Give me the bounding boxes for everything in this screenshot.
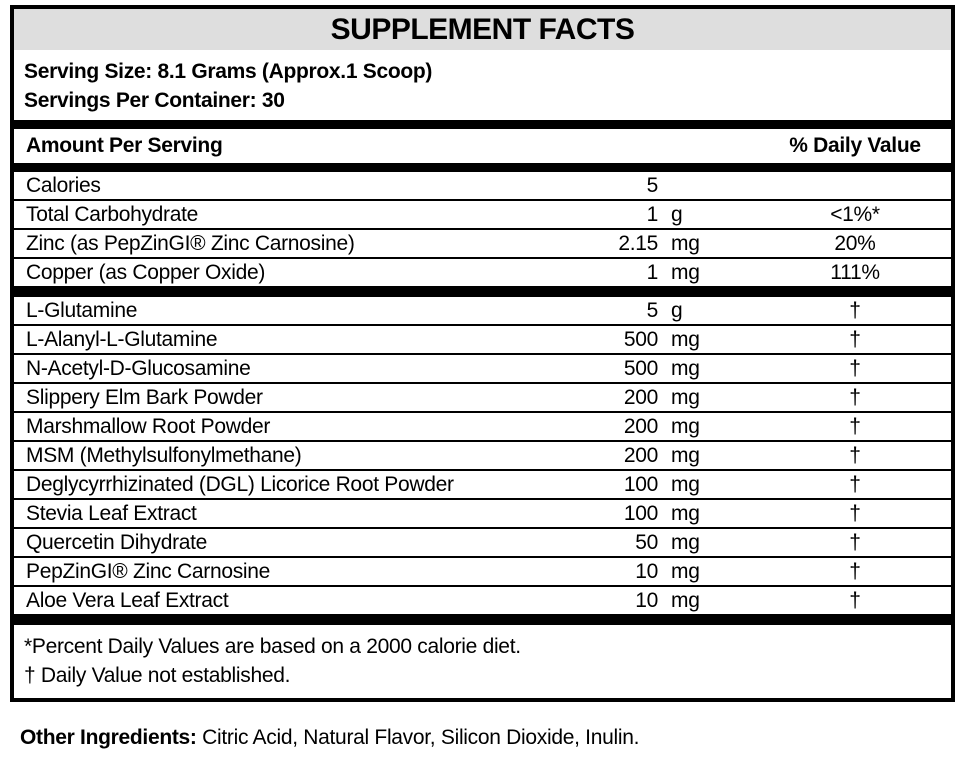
ingredient-amount: 5 [646,173,659,197]
table-row: Aloe Vera Leaf Extract 10 mg † [14,587,951,616]
table-row: Stevia Leaf Extract 100 mg † [14,500,951,529]
daily-value-not-established-footnote: † Daily Value not established. [24,664,291,687]
ingredient-daily-value: † [849,559,861,583]
ingredient-name: L-Glutamine [26,298,138,322]
ingredient-daily-value: † [849,530,861,554]
table-header-row: Amount Per Serving % Daily Value [14,129,951,163]
ingredient-daily-value: † [849,501,861,525]
ingredient-unit: mg [671,443,700,467]
table-row: MSM (Methylsulfonylmethane) 200 mg † [14,442,951,471]
section-divider-bar [14,120,951,129]
ingredient-unit: mg [671,559,700,583]
section-divider-bar [14,288,951,297]
ingredient-amount: 10 [635,588,658,612]
ingredient-unit: mg [671,414,700,438]
ingredient-name: Deglycyrrhizinated (DGL) Licorice Root P… [26,472,454,496]
ingredient-unit: g [671,298,683,322]
ingredient-name: PepZinGI® Zinc Carnosine [26,559,271,583]
ingredient-amount: 100 [623,501,658,525]
ingredient-amount: 500 [623,356,658,380]
ingredient-name: Calories [26,173,101,197]
table-row: PepZinGI® Zinc Carnosine 10 mg † [14,558,951,587]
table-row: Copper (as Copper Oxide) 1 mg 111% [14,259,951,288]
ingredient-unit: g [671,202,683,226]
ingredient-amount: 200 [623,443,658,467]
ingredient-name: N-Acetyl-D-Glucosamine [26,356,251,380]
ingredient-name: Total Carbohydrate [26,202,199,226]
ingredient-unit: mg [671,588,700,612]
serving-info-section: Serving Size: 8.1 Grams (Approx.1 Scoop)… [14,50,951,120]
ingredient-unit: mg [671,260,700,284]
ingredient-name: L-Alanyl-L-Glutamine [26,327,218,351]
daily-value-header: % Daily Value [789,134,921,157]
botanicals-group: L-Glutamine 5 g † L-Alanyl-L-Glutamine 5… [14,297,951,616]
ingredient-name: Copper (as Copper Oxide) [26,260,266,284]
table-row: Total Carbohydrate 1 g <1%* [14,201,951,230]
ingredient-unit: mg [671,327,700,351]
table-row: N-Acetyl-D-Glucosamine 500 mg † [14,355,951,384]
section-divider-bar [14,163,951,172]
table-row: Calories 5 [14,172,951,201]
ingredient-daily-value: † [849,356,861,380]
ingredient-daily-value: † [849,472,861,496]
ingredient-amount: 200 [623,414,658,438]
ingredient-name: Marshmallow Root Powder [26,414,271,438]
other-ingredients-line: Other Ingredients: Citric Acid, Natural … [20,726,639,750]
title-bar: SUPPLEMENT FACTS [14,9,951,50]
ingredient-amount: 1 [646,202,659,226]
ingredient-daily-value: † [849,588,861,612]
ingredient-daily-value: † [849,298,861,322]
ingredient-name: Slippery Elm Bark Powder [26,385,263,409]
ingredient-daily-value: † [849,327,861,351]
ingredient-amount: 50 [635,530,658,554]
ingredient-amount: 200 [623,385,658,409]
ingredient-amount: 100 [623,472,658,496]
ingredient-name: MSM (Methylsulfonylmethane) [26,443,302,467]
percent-daily-value-footnote: *Percent Daily Values are based on a 200… [24,635,521,658]
ingredient-daily-value: † [849,385,861,409]
other-ingredients-label: Other Ingredients: [20,726,197,749]
ingredient-amount: 2.15 [618,231,658,255]
servings-per-container-text: Servings Per Container: 30 [24,89,285,112]
ingredient-daily-value: † [849,443,861,467]
table-row: L-Alanyl-L-Glutamine 500 mg † [14,326,951,355]
table-row: L-Glutamine 5 g † [14,297,951,326]
ingredient-amount: 1 [646,260,659,284]
page-title: SUPPLEMENT FACTS [330,12,635,46]
footnotes-section: *Percent Daily Values are based on a 200… [14,625,951,698]
supplement-facts-panel: SUPPLEMENT FACTS Serving Size: 8.1 Grams… [10,5,955,702]
ingredient-daily-value: 20% [834,231,876,255]
table-row: Slippery Elm Bark Powder 200 mg † [14,384,951,413]
ingredient-unit: mg [671,356,700,380]
amount-per-serving-header: Amount Per Serving [26,134,223,157]
ingredient-name: Zinc (as PepZinGI® Zinc Carnosine) [26,231,355,255]
ingredient-unit: mg [671,501,700,525]
serving-size-text: Serving Size: 8.1 Grams (Approx.1 Scoop) [24,60,433,83]
ingredient-name: Stevia Leaf Extract [26,501,197,525]
ingredient-unit: mg [671,231,700,255]
ingredient-name: Quercetin Dihydrate [26,530,208,554]
ingredient-amount: 5 [646,298,659,322]
ingredient-name: Aloe Vera Leaf Extract [26,588,229,612]
ingredient-unit: mg [671,530,700,554]
ingredient-daily-value: 111% [830,260,880,284]
ingredient-daily-value: <1%* [830,202,880,226]
table-row: Marshmallow Root Powder 200 mg † [14,413,951,442]
nutrients-group: Calories 5 Total Carbohydrate 1 g <1%* Z… [14,172,951,288]
ingredient-unit: mg [671,385,700,409]
ingredient-unit: mg [671,472,700,496]
ingredient-amount: 10 [635,559,658,583]
table-row: Deglycyrrhizinated (DGL) Licorice Root P… [14,471,951,500]
ingredient-daily-value: † [849,414,861,438]
section-divider-bar [14,616,951,625]
other-ingredients-text: Citric Acid, Natural Flavor, Silicon Dio… [196,726,640,749]
table-row: Quercetin Dihydrate 50 mg † [14,529,951,558]
ingredient-amount: 500 [623,327,658,351]
table-row: Zinc (as PepZinGI® Zinc Carnosine) 2.15 … [14,230,951,259]
